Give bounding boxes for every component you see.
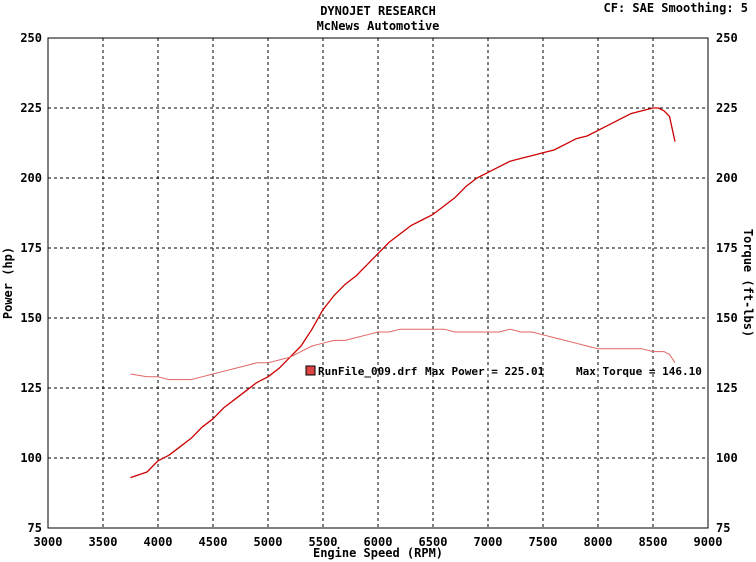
y2-tick-label: 150 [716,311,738,325]
y-tick-labels: 75 100 125 150 175 200 225 250 [20,31,42,535]
x-axis-label: Engine Speed (RPM) [313,546,443,560]
x-tick-label: 3000 [34,535,63,549]
x-tick-label: 5000 [254,535,283,549]
y-tick-label: 225 [20,101,42,115]
series-lines [130,107,676,479]
x-tick-label: 6500 [419,535,448,549]
x-tick-label: 9000 [694,535,723,549]
x-tick-label: 7500 [529,535,558,549]
y-tick-label: 75 [28,521,42,535]
y2-tick-label: 200 [716,171,738,185]
settings-label: CF: SAE Smoothing: 5 [604,1,749,15]
torque-curve [130,328,676,381]
y2-tick-label: 250 [716,31,738,45]
run-marker [305,365,316,376]
y-tick-label: 150 [20,311,42,325]
y-tick-label: 175 [20,241,42,255]
y-tick-label: 250 [20,31,42,45]
x-tick-labels: 3000 3500 4000 4500 5000 5500 6000 6500 7000 7500… [34,535,723,549]
y-tick-label: 200 [20,171,42,185]
x-tick-label: 4000 [144,535,173,549]
y2-tick-label: 175 [716,241,738,255]
chart-subtitle: McNews Automotive [317,19,440,33]
power-curve [130,107,676,479]
annotation-max-power: Max Power = 225.01 [425,365,545,378]
chart-title: DYNOJET RESEARCH [320,4,436,18]
y-tick-label: 125 [20,381,42,395]
annotation-max-torque: Max Torque = 146.10 [576,365,702,378]
x-tick-label: 8500 [639,535,668,549]
plot-frame [47,37,709,529]
x-tick-label: 3500 [89,535,118,549]
y-tick-label: 100 [20,451,42,465]
x-tick-label: 8000 [584,535,613,549]
x-tick-label: 4500 [199,535,228,549]
y2-tick-label: 125 [716,381,738,395]
y2-tick-label: 225 [716,101,738,115]
y2-tick-label: 75 [716,521,730,535]
x-tick-label: 6000 [364,535,393,549]
x-tick-label: 7000 [474,535,503,549]
annotation-file: RunFile_009.drf [318,365,417,378]
y2-tick-labels: 75 100 125 150 175 200 225 250 [716,31,738,535]
grid [48,38,708,528]
y-axis-label: Power (hp) [1,247,15,319]
y2-tick-label: 100 [716,451,738,465]
y2-axis-label: Torque (ft-lbs) [741,229,755,337]
x-tick-label: 5500 [309,535,338,549]
